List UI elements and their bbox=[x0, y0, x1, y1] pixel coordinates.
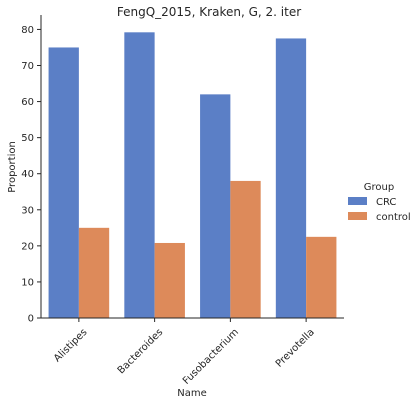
y-tick-label-0: 0 bbox=[28, 314, 34, 325]
bar-control-fusobacterium bbox=[230, 180, 261, 318]
bar-control-bacteroides bbox=[154, 242, 185, 318]
bar-crc-prevotella bbox=[275, 38, 307, 318]
bar-control-alistipes bbox=[78, 227, 110, 318]
x-tick-label-alistipes: Alistipes bbox=[52, 327, 89, 364]
legend: Group CRC control bbox=[348, 182, 411, 223]
y-tick-label-40: 40 bbox=[21, 169, 34, 180]
legend-swatch-crc bbox=[348, 197, 367, 205]
chart-title: FengQ_2015, Kraken, G, 2. iter bbox=[117, 5, 301, 19]
y-tick-label-60: 60 bbox=[21, 97, 34, 108]
legend-label-crc: CRC bbox=[376, 197, 396, 208]
bars-group bbox=[48, 32, 337, 319]
y-tick-label-70: 70 bbox=[21, 61, 34, 72]
x-tick-label-prevotella: Prevotella bbox=[274, 327, 317, 370]
x-tick-label-fusobacterium: Fusobacterium bbox=[181, 327, 241, 387]
y-axis: 0 10 20 30 40 50 60 70 80 bbox=[21, 15, 42, 325]
legend-swatch-control bbox=[348, 212, 367, 220]
y-axis-label: Proportion bbox=[7, 141, 18, 193]
x-axis: Alistipes Bacteroides Fusobacterium Prevote… bbox=[41, 317, 344, 387]
y-tick-label-20: 20 bbox=[21, 241, 34, 252]
y-tick-label-10: 10 bbox=[21, 277, 34, 288]
y-tick-label-30: 30 bbox=[21, 205, 34, 216]
bar-crc-fusobacterium bbox=[200, 94, 231, 318]
legend-title: Group bbox=[364, 182, 394, 193]
bar-crc-alistipes bbox=[48, 47, 79, 318]
bar-crc-bacteroides bbox=[124, 32, 155, 319]
y-tick-label-50: 50 bbox=[21, 133, 34, 144]
x-tick-label-bacteroides: Bacteroides bbox=[116, 327, 166, 377]
bar-control-prevotella bbox=[306, 236, 337, 318]
y-tick-label-80: 80 bbox=[21, 25, 34, 36]
x-axis-label: Name bbox=[177, 388, 207, 399]
legend-label-control: control bbox=[376, 212, 411, 223]
